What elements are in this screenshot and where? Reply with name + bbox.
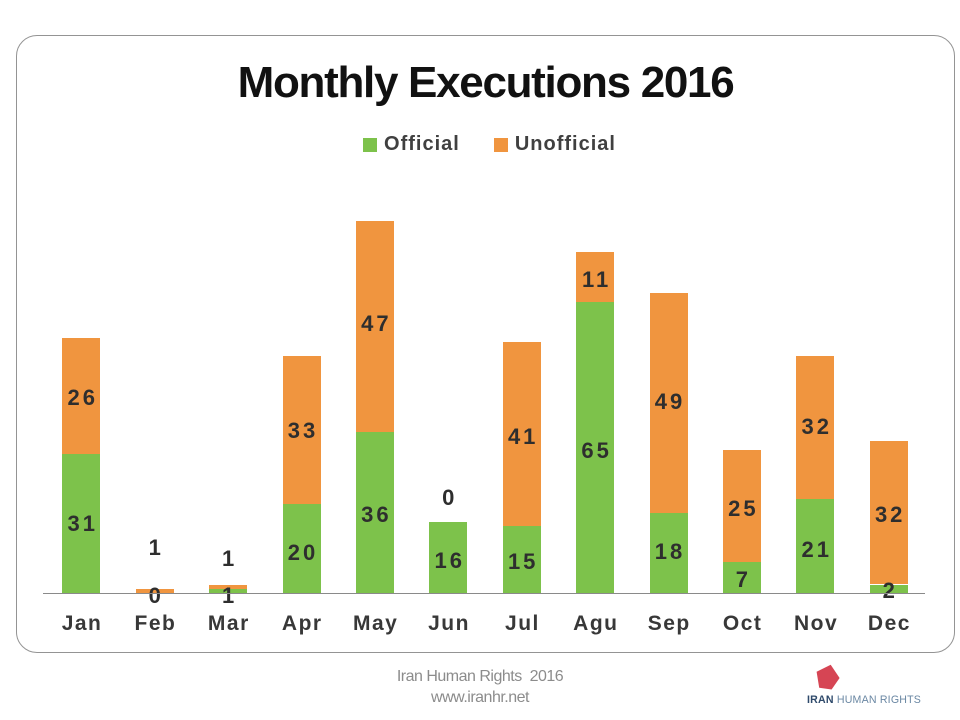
svg-text:IRAN HUMAN RIGHTS: IRAN HUMAN RIGHTS [807,694,921,706]
